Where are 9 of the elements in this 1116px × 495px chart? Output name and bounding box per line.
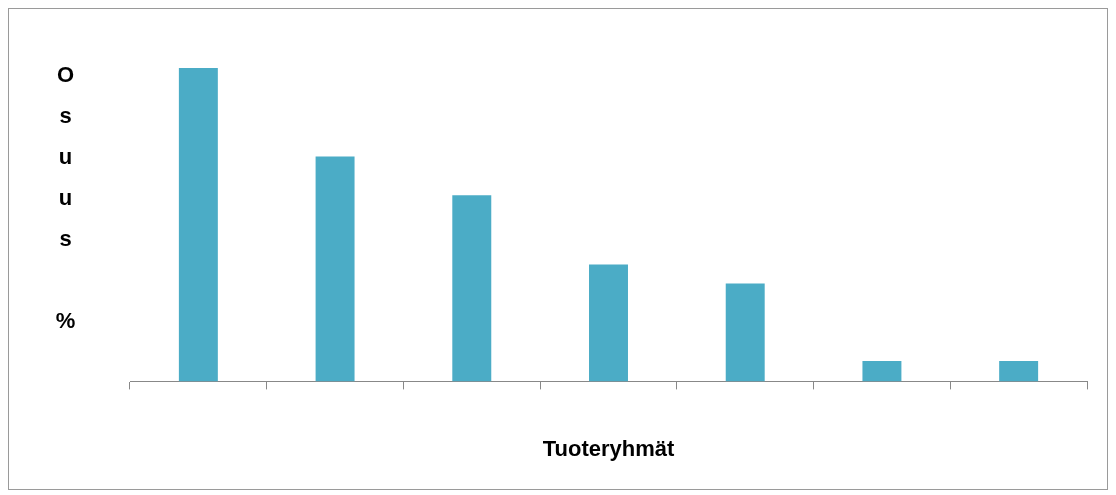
bar [999,361,1039,382]
y-axis-title: Osuus % [52,62,78,349]
bar [589,264,628,382]
bar [452,195,492,382]
bar [725,283,765,382]
bar [862,361,902,382]
x-axis-title: Tuoteryhmät [542,435,675,461]
bar [315,156,355,382]
bar [178,68,218,382]
